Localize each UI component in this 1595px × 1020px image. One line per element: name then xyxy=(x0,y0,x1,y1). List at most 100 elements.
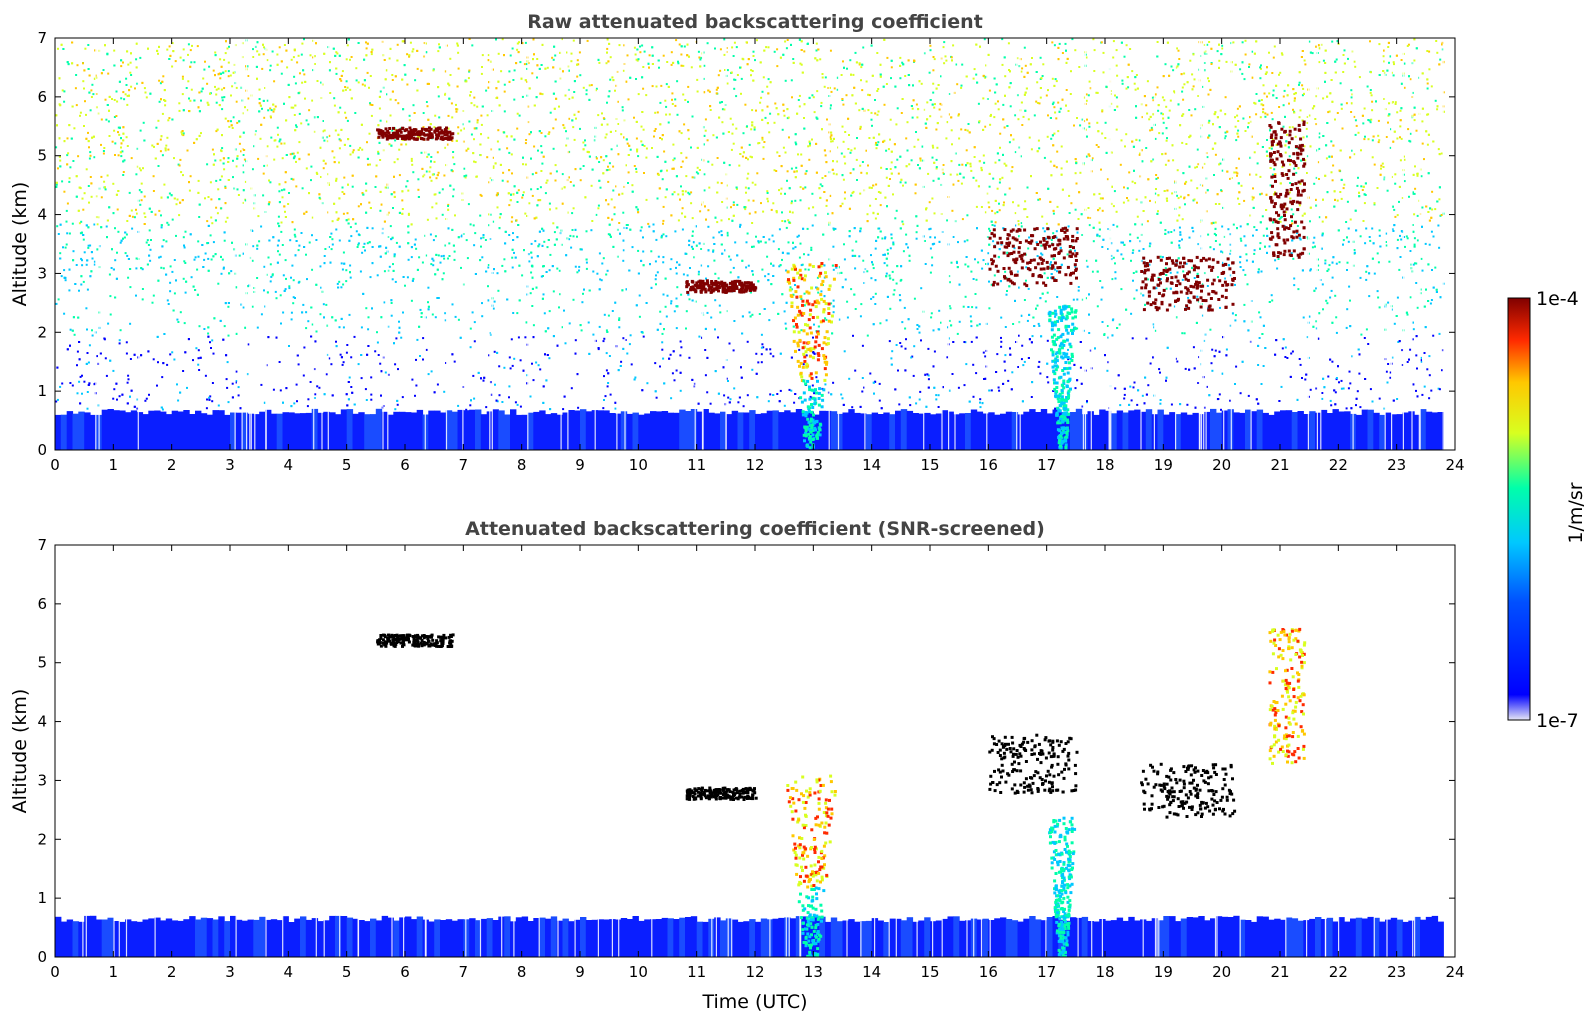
noise-pixel xyxy=(665,83,668,86)
noise-pixel xyxy=(576,271,579,274)
noise-pixel xyxy=(408,55,411,58)
noise-pixel xyxy=(524,163,527,166)
noise-pixel xyxy=(220,272,223,275)
noise-pixel xyxy=(1076,117,1078,119)
noise-pixel xyxy=(1020,358,1023,361)
noise-pixel xyxy=(924,263,927,265)
noise-pixel xyxy=(1363,202,1366,205)
noise-pixel xyxy=(742,132,745,135)
noise-pixel xyxy=(231,382,234,385)
noise-pixel xyxy=(1318,132,1321,135)
noise-pixel xyxy=(235,380,238,382)
noise-pixel xyxy=(260,383,263,386)
noise-pixel xyxy=(904,347,907,350)
noise-pixel xyxy=(1169,99,1172,102)
noise-pixel xyxy=(540,145,543,148)
noise-pixel xyxy=(932,56,935,58)
noise-pixel xyxy=(1057,101,1060,104)
noise-pixel xyxy=(1088,80,1091,83)
noise-pixel xyxy=(158,100,161,103)
noise-pixel xyxy=(1330,140,1333,143)
noise-pixel xyxy=(217,282,220,285)
noise-pixel xyxy=(776,393,779,395)
noise-pixel xyxy=(809,142,811,145)
noise-pixel xyxy=(143,87,146,90)
noise-pixel xyxy=(1377,261,1380,264)
noise-pixel xyxy=(714,328,716,331)
noise-pixel xyxy=(1130,259,1132,262)
noise-pixel xyxy=(1280,52,1283,55)
noise-pixel xyxy=(331,238,334,241)
noise-pixel xyxy=(599,278,602,281)
noise-pixel xyxy=(127,276,130,279)
noise-pixel xyxy=(552,222,555,225)
noise-pixel xyxy=(149,259,152,262)
noise-pixel xyxy=(1052,232,1055,235)
noise-pixel xyxy=(1403,180,1406,183)
noise-pixel xyxy=(931,144,934,147)
noise-pixel xyxy=(779,389,782,392)
noise-pixel xyxy=(129,61,132,64)
noise-pixel xyxy=(1279,71,1282,74)
noise-pixel xyxy=(721,121,724,124)
noise-pixel xyxy=(877,88,880,90)
noise-pixel xyxy=(710,316,713,319)
noise-pixel xyxy=(929,236,932,239)
noise-pixel xyxy=(552,58,555,61)
noise-pixel xyxy=(524,212,527,215)
noise-pixel xyxy=(631,246,634,249)
noise-pixel xyxy=(756,39,758,42)
noise-pixel xyxy=(1007,42,1010,45)
noise-pixel xyxy=(1293,167,1296,170)
noise-pixel xyxy=(389,114,392,117)
noise-pixel xyxy=(590,184,593,187)
noise-pixel xyxy=(786,179,788,182)
noise-pixel xyxy=(1367,343,1370,345)
noise-pixel xyxy=(706,391,709,394)
noise-pixel xyxy=(1166,199,1169,202)
noise-pixel xyxy=(102,152,105,155)
noise-pixel xyxy=(1207,233,1210,236)
noise-pixel xyxy=(289,153,292,156)
noise-pixel xyxy=(1235,365,1238,368)
noise-pixel xyxy=(1159,402,1162,405)
noise-pixel xyxy=(263,46,265,49)
noise-pixel xyxy=(224,220,227,223)
noise-pixel xyxy=(880,166,883,169)
noise-pixel xyxy=(594,156,597,159)
noise-pixel xyxy=(297,249,300,252)
noise-pixel xyxy=(1394,101,1397,104)
noise-pixel xyxy=(253,145,256,148)
noise-pixel xyxy=(1303,145,1306,148)
noise-pixel xyxy=(587,321,590,324)
noise-pixel xyxy=(1426,87,1429,90)
noise-pixel xyxy=(616,228,619,231)
noise-pixel xyxy=(161,154,164,157)
noise-pixel xyxy=(744,208,747,211)
noise-pixel xyxy=(1214,203,1217,205)
noise-pixel xyxy=(63,100,66,103)
noise-pixel xyxy=(604,395,607,398)
noise-pixel xyxy=(140,199,143,202)
noise-pixel xyxy=(1126,197,1128,199)
noise-pixel xyxy=(79,111,82,114)
noise-pixel xyxy=(1008,141,1011,144)
noise-pixel xyxy=(161,376,164,379)
noise-pixel xyxy=(59,159,62,162)
noise-pixel xyxy=(680,132,683,135)
noise-pixel xyxy=(425,101,428,103)
noise-pixel xyxy=(915,231,918,234)
noise-pixel xyxy=(573,138,576,141)
noise-pixel xyxy=(905,137,908,140)
noise-pixel xyxy=(518,41,520,44)
noise-pixel xyxy=(664,305,667,308)
noise-pixel xyxy=(311,323,314,326)
noise-pixel xyxy=(301,81,304,84)
noise-pixel xyxy=(784,79,787,82)
noise-pixel xyxy=(1224,96,1227,99)
noise-pixel xyxy=(772,240,775,243)
noise-pixel xyxy=(1269,184,1272,187)
noise-pixel xyxy=(346,44,349,47)
noise-pixel xyxy=(386,120,389,123)
noise-pixel xyxy=(572,184,575,187)
